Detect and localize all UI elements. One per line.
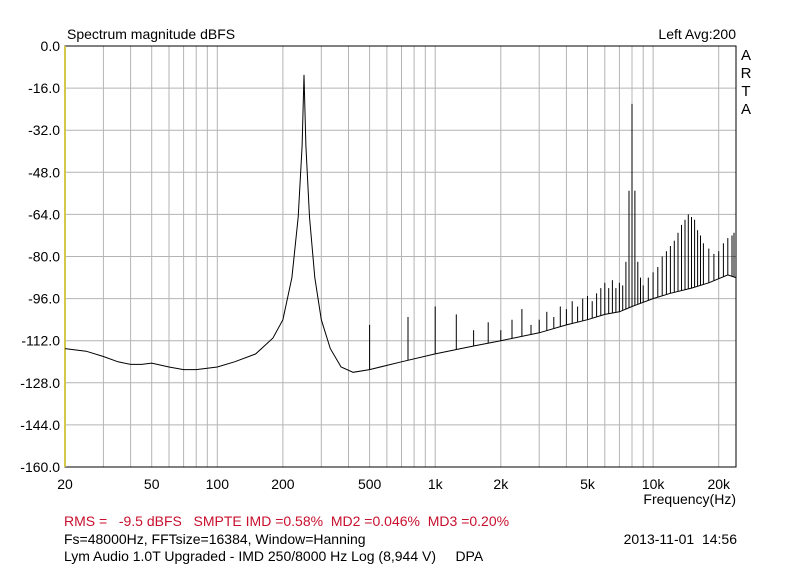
measurement-description: Lym Audio 1.0T Upgraded - IMD 250/8000 H… bbox=[64, 548, 484, 564]
left-marker bbox=[64, 46, 66, 467]
y-tick-label: -128.0 bbox=[20, 375, 60, 391]
y-tick-labels: 0.0 -16.0 -32.0 -48.0 -64.0 -80.0 -96.0 -112.0 -… bbox=[20, 38, 60, 475]
spectrum-curve bbox=[64, 74, 737, 373]
grid bbox=[65, 46, 736, 467]
x-axis-label: Frequency(Hz) bbox=[643, 491, 736, 507]
arta-watermark: A R T A bbox=[739, 47, 753, 119]
arta-letter: T bbox=[741, 83, 751, 100]
y-tick-label: -144.0 bbox=[20, 417, 60, 433]
timestamp: 2013-11-01 14:56 bbox=[623, 531, 737, 547]
y-tick-label: -16.0 bbox=[28, 80, 60, 96]
channel-avg-label: Left Avg:200 bbox=[658, 26, 736, 42]
chart-title: Spectrum magnitude dBFS bbox=[67, 26, 236, 42]
y-tick-label: -96.0 bbox=[28, 291, 60, 307]
arta-letter: R bbox=[740, 65, 752, 82]
x-tick-label: 500 bbox=[358, 476, 382, 492]
y-tick-label: 0.0 bbox=[41, 38, 61, 54]
measurement-summary: RMS = -9.5 dBFS SMPTE IMD =0.58% MD2 =0.… bbox=[64, 513, 510, 529]
analysis-parameters: Fs=48000Hz, FFTsize=16384, Window=Hannin… bbox=[64, 531, 366, 547]
x-tick-label: 1k bbox=[428, 476, 444, 492]
x-tick-labels: 20 50 100 200 500 1k 2k 5k 10k 20k bbox=[57, 476, 731, 492]
y-tick-label: -64.0 bbox=[28, 206, 60, 222]
y-tick-label: -48.0 bbox=[28, 164, 60, 180]
x-tick-label: 100 bbox=[206, 476, 230, 492]
x-tick-label: 5k bbox=[580, 476, 596, 492]
x-tick-label: 10k bbox=[642, 476, 666, 492]
x-tick-label: 50 bbox=[144, 476, 160, 492]
y-tick-label: -112.0 bbox=[21, 333, 60, 349]
arta-letter: A bbox=[740, 47, 751, 64]
x-tick-label: 200 bbox=[271, 476, 295, 492]
y-tick-label: -32.0 bbox=[28, 122, 60, 138]
x-tick-label: 20k bbox=[707, 476, 731, 492]
y-tick-label: -160.0 bbox=[20, 459, 60, 475]
y-tick-label: -80.0 bbox=[28, 249, 60, 265]
x-tick-label: 2k bbox=[493, 476, 509, 492]
arta-letter: A bbox=[740, 101, 751, 118]
x-tick-label: 20 bbox=[57, 476, 73, 492]
